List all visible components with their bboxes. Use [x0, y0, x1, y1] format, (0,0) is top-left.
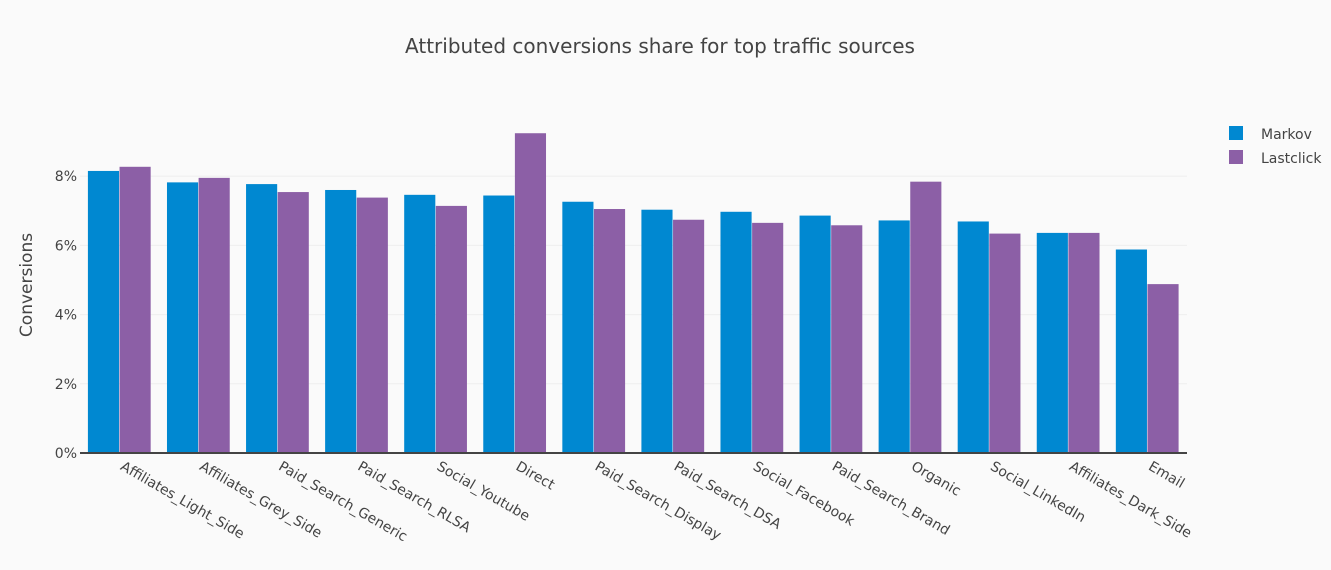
legend-swatch: [1229, 126, 1243, 140]
legend-item-markov[interactable]: Markov: [1229, 126, 1312, 143]
bar-markov-paid-search-rlsa[interactable]: [325, 189, 357, 453]
bars: [87, 133, 1179, 454]
bar-markov-email[interactable]: [1115, 249, 1147, 453]
x-tick-label: Paid_Search_Display: [592, 459, 724, 544]
bar-lastclick-social-facebook[interactable]: [752, 222, 784, 453]
y-tick-label: 2%: [55, 377, 77, 393]
bar-lastclick-organic[interactable]: [910, 181, 942, 454]
bar-markov-paid-search-generic[interactable]: [246, 184, 278, 454]
legend-label: Lastclick: [1261, 151, 1322, 167]
legend-item-lastclick[interactable]: Lastclick: [1229, 150, 1322, 167]
bar-lastclick-affiliates-grey-side[interactable]: [198, 177, 230, 453]
y-tick-label: 8%: [55, 169, 77, 185]
bar-markov-affiliates-light-side[interactable]: [87, 170, 120, 453]
bar-markov-affiliates-dark-side[interactable]: [1036, 232, 1068, 453]
bar-lastclick-social-linkedin[interactable]: [989, 233, 1021, 453]
bar-lastclick-paid-search-dsa[interactable]: [673, 219, 705, 453]
legend-label: Markov: [1261, 127, 1312, 143]
bar-lastclick-email[interactable]: [1147, 284, 1179, 453]
bar-markov-paid-search-display[interactable]: [562, 201, 594, 453]
bar-markov-social-youtube[interactable]: [404, 194, 436, 453]
x-axis-ticks: Affiliates_Light_SideAffiliates_Grey_Sid…: [118, 459, 1195, 546]
bar-markov-paid-search-brand[interactable]: [799, 215, 831, 453]
chart-title: Attributed conversions share for top tra…: [405, 34, 915, 58]
y-axis-title: Conversions: [17, 233, 37, 337]
bar-lastclick-paid-search-rlsa[interactable]: [356, 197, 388, 453]
bar-markov-affiliates-grey-side[interactable]: [166, 182, 199, 453]
bar-markov-social-linkedin[interactable]: [957, 221, 989, 453]
y-tick-label: 6%: [55, 238, 77, 254]
bar-markov-organic[interactable]: [878, 220, 910, 453]
x-tick-label: Paid_Search_Generic: [276, 459, 410, 546]
x-tick-label: Direct: [513, 459, 558, 494]
bar-lastclick-affiliates-dark-side[interactable]: [1068, 232, 1100, 453]
y-tick-label: 4%: [55, 308, 77, 324]
x-tick-label: Organic: [908, 459, 963, 500]
bar-lastclick-paid-search-brand[interactable]: [831, 225, 863, 453]
bar-lastclick-affiliates-light-side[interactable]: [119, 166, 151, 453]
bar-lastclick-paid-search-display[interactable]: [593, 209, 626, 453]
y-axis-ticks: 0% 2% 4% 6% 8%: [55, 169, 77, 462]
legend-swatch: [1229, 150, 1243, 164]
legend[interactable]: Markov Lastclick: [1229, 126, 1322, 167]
bar-markov-paid-search-dsa[interactable]: [641, 209, 673, 453]
bar-lastclick-social-youtube[interactable]: [435, 205, 467, 453]
y-tick-label: 0%: [55, 446, 77, 462]
bar-lastclick-paid-search-generic[interactable]: [277, 192, 309, 453]
x-tick-label: Email: [1145, 459, 1187, 492]
bar-markov-direct[interactable]: [483, 195, 515, 454]
bar-lastclick-direct[interactable]: [514, 133, 547, 454]
bar-markov-social-facebook[interactable]: [720, 211, 752, 453]
